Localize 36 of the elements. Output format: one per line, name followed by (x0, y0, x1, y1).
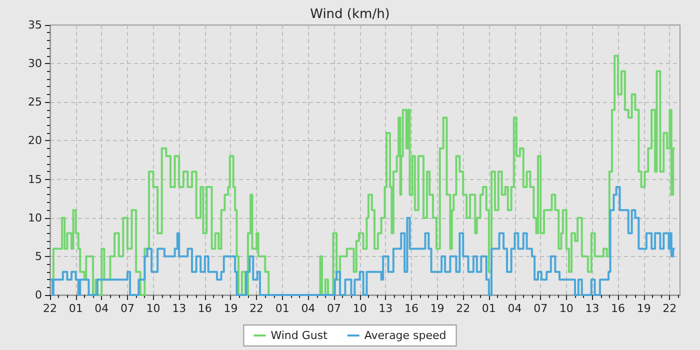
x-tick-label: 10 (352, 302, 367, 315)
x-tick-label: 19 (636, 302, 651, 315)
x-tick-label: 22 (250, 302, 264, 315)
x-tick-label: 07 (534, 302, 548, 315)
x-tick-label: 07 (120, 302, 134, 315)
x-tick-label: 01 (482, 302, 496, 315)
x-tick-label: 13 (585, 302, 600, 315)
y-tick-label: 0 (35, 288, 42, 302)
legend-label: Wind Gust (270, 329, 328, 342)
x-tick-label: 04 (94, 302, 109, 315)
x-tick-label: 22 (43, 302, 57, 315)
y-tick-label: 10 (28, 211, 42, 224)
x-tick-label: 04 (301, 302, 316, 315)
x-tick-label: 01 (68, 302, 83, 315)
y-tick-label: 35 (28, 18, 42, 32)
x-tick-label: 13 (172, 302, 186, 315)
x-tick-label: 22 (662, 302, 677, 315)
x-tick-label: 19 (224, 302, 238, 315)
y-tick-label: 20 (28, 134, 42, 148)
x-tick-label: 10 (559, 302, 574, 315)
x-tick-label: 16 (611, 302, 626, 315)
y-tick-label: 5 (35, 250, 42, 263)
x-tick-label: 22 (456, 302, 470, 315)
x-tick-label: 07 (327, 302, 342, 315)
y-tick-label: 15 (28, 172, 42, 186)
x-tick-label: 16 (404, 302, 418, 315)
y-tick-label: 30 (28, 57, 42, 70)
x-tick-label: 13 (378, 302, 393, 315)
y-tick-label: 25 (28, 96, 42, 109)
legend-label: Average speed (364, 329, 446, 342)
x-tick-label: 04 (508, 302, 522, 315)
chart-title: Wind (km/h) (310, 7, 390, 22)
x-tick-label: 19 (430, 302, 444, 315)
x-tick-label: 16 (198, 302, 212, 315)
x-tick-label: 01 (275, 302, 290, 315)
x-tick-label: 10 (146, 302, 160, 315)
